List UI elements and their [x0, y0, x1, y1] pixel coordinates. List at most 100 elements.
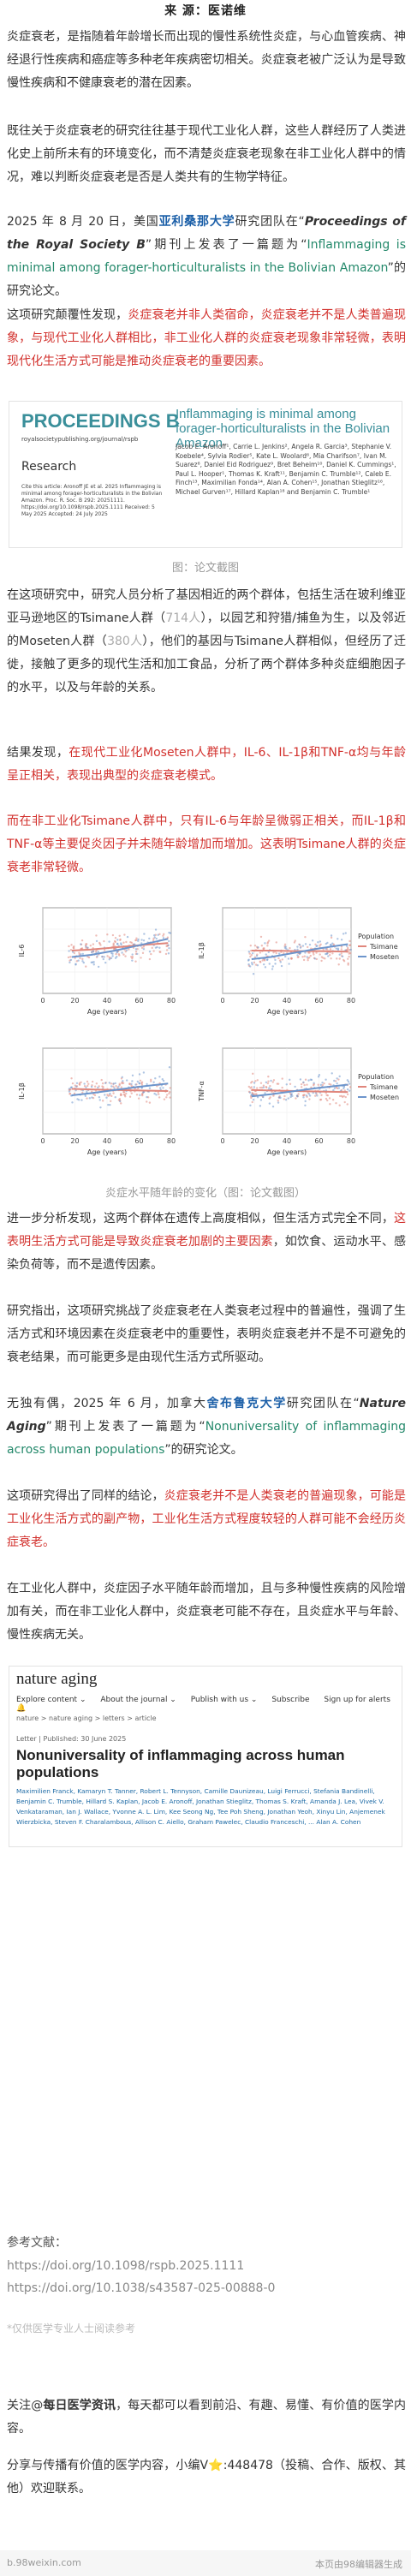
- reference-2[interactable]: https://doi.org/10.1038/s43587-025-00888…: [7, 2281, 276, 2295]
- scatter-point-tsimane: [141, 951, 145, 955]
- scatter-point-moseten: [338, 953, 341, 956]
- scatter-point-tsimane: [122, 941, 125, 944]
- scatter-point-tsimane: [320, 1094, 323, 1096]
- scatter-point-moseten: [310, 1078, 313, 1082]
- scatter-point-moseten: [162, 937, 165, 939]
- scatter-point-tsimane: [326, 1099, 329, 1102]
- scatter-point-tsimane: [120, 1086, 122, 1088]
- scatter-point-moseten: [139, 1094, 141, 1096]
- scatter-point-tsimane: [304, 935, 307, 939]
- scatter-point-moseten: [146, 1082, 148, 1086]
- paper1-caption: 图：论文截图: [171, 562, 239, 575]
- scatter-point-moseten: [131, 959, 134, 962]
- scatter-point-tsimane: [344, 1095, 347, 1099]
- x-axis-label: Age (years): [87, 1008, 127, 1016]
- scatter-point-tsimane: [330, 936, 333, 939]
- scatter-point-tsimane: [73, 951, 76, 955]
- scatter-point-tsimane: [340, 945, 343, 948]
- scatter-point-moseten: [265, 1081, 268, 1084]
- reference-1[interactable]: https://doi.org/10.1098/rspb.2025.1111: [7, 2259, 245, 2273]
- scatter-point-moseten: [167, 944, 170, 946]
- scatter-point-moseten: [316, 945, 319, 947]
- scatter-point-tsimane: [297, 1093, 300, 1095]
- scatter-point-tsimane: [328, 953, 331, 957]
- scatter-point-tsimane: [301, 956, 304, 958]
- scatter-point-moseten: [314, 1092, 318, 1094]
- scatter-point-tsimane: [266, 945, 269, 947]
- scatter-point-moseten: [335, 947, 338, 950]
- trend-line-moseten: [251, 1083, 348, 1098]
- legend-label-moseten: Moseten: [370, 953, 399, 961]
- scatter-point-moseten: [256, 964, 259, 967]
- scatter-point-tsimane: [252, 1072, 254, 1076]
- scatter-point-tsimane: [93, 1085, 97, 1088]
- nav-about[interactable]: About the journal ⌄: [100, 1696, 176, 1704]
- scatter-point-tsimane: [329, 1103, 331, 1106]
- scatter-point-tsimane: [137, 1097, 140, 1100]
- scatter-point-moseten: [85, 945, 87, 948]
- scatter-point-tsimane: [347, 963, 349, 966]
- scatter-point-moseten: [284, 1099, 288, 1101]
- scatter-point-moseten: [333, 1079, 336, 1082]
- x-tick-label: 60: [314, 997, 323, 1005]
- paper1-title: Inflammaging is minimal among forager-ho…: [176, 407, 390, 450]
- scatter-point-tsimane: [168, 1092, 170, 1095]
- scatter-point-moseten: [155, 1094, 158, 1096]
- scatter-point-moseten: [338, 1075, 341, 1078]
- nav-explore[interactable]: Explore content ⌄: [16, 1696, 86, 1704]
- scatter-point-moseten: [247, 951, 251, 953]
- scatter-point-moseten: [337, 938, 339, 940]
- scatter-point-tsimane: [131, 957, 134, 960]
- scatter-point-moseten: [311, 939, 314, 942]
- scatter-point-tsimane: [323, 1082, 325, 1085]
- scatter-point-tsimane: [151, 946, 153, 950]
- scatter-point-moseten: [148, 951, 152, 953]
- scatter-point-moseten: [118, 1100, 122, 1103]
- scatter-point-tsimane: [263, 959, 266, 962]
- nav-publish[interactable]: Publish with us ⌄: [190, 1696, 258, 1704]
- scatter-point-moseten: [69, 958, 73, 962]
- scatter-point-tsimane: [277, 957, 280, 960]
- scatter-point-moseten: [262, 963, 265, 966]
- paper2-meta: Letter | Published: 30 June 2025: [16, 1735, 127, 1743]
- scatter-point-moseten: [304, 951, 307, 954]
- scatter-point-tsimane: [141, 1094, 144, 1097]
- scatter-point-tsimane: [163, 1098, 166, 1100]
- scatter-point-tsimane: [69, 956, 72, 958]
- scatter-point-tsimane: [315, 957, 319, 961]
- scatter-point-moseten: [86, 946, 89, 949]
- paragraph-study2-publication: 无独有偶，2025 年 6 月，加拿大舍布鲁克大学研究团队在“Nature Ag…: [7, 1397, 407, 1457]
- scatter-point-tsimane: [140, 1081, 144, 1083]
- scatter-point-moseten: [331, 942, 334, 945]
- scatter-point-tsimane: [334, 1080, 337, 1082]
- scatter-point-moseten: [317, 1076, 320, 1078]
- scatter-point-tsimane: [313, 1094, 317, 1097]
- scatter-point-tsimane: [123, 933, 126, 936]
- scatter-point-moseten: [304, 943, 307, 945]
- scatter-point-moseten: [302, 1081, 305, 1084]
- scatter-point-moseten: [130, 1082, 133, 1086]
- scatter-point-moseten: [162, 1087, 164, 1089]
- scatter-point-moseten: [108, 958, 110, 961]
- scatter-point-moseten: [111, 955, 114, 957]
- scatter-point-tsimane: [67, 956, 70, 959]
- scatter-point-moseten: [116, 939, 119, 941]
- x-tick-label: 0: [40, 1137, 45, 1145]
- legend-label-tsimane: Tsimane: [369, 943, 398, 951]
- scatter-point-tsimane: [307, 959, 309, 962]
- scatter-point-tsimane: [266, 1082, 270, 1085]
- scatter-point-moseten: [77, 959, 80, 962]
- scatter-point-moseten: [255, 954, 259, 957]
- scatter-point-tsimane: [260, 945, 264, 947]
- scatter-point-moseten: [299, 946, 302, 949]
- scatter-point-tsimane: [130, 1092, 133, 1094]
- scatter-point-tsimane: [251, 1100, 253, 1104]
- scatter-point-tsimane: [348, 944, 352, 946]
- footer-generator: 本页由98编辑器生成: [315, 2559, 402, 2570]
- scatter-point-moseten: [167, 952, 170, 955]
- y-axis-label: TNF-α: [198, 1081, 206, 1102]
- scatter-point-moseten: [126, 935, 129, 939]
- scatter-point-moseten: [326, 941, 329, 945]
- nav-alerts[interactable]: Sign up for alerts 🔔: [16, 1696, 390, 1713]
- nav-subscribe[interactable]: Subscribe: [271, 1696, 310, 1704]
